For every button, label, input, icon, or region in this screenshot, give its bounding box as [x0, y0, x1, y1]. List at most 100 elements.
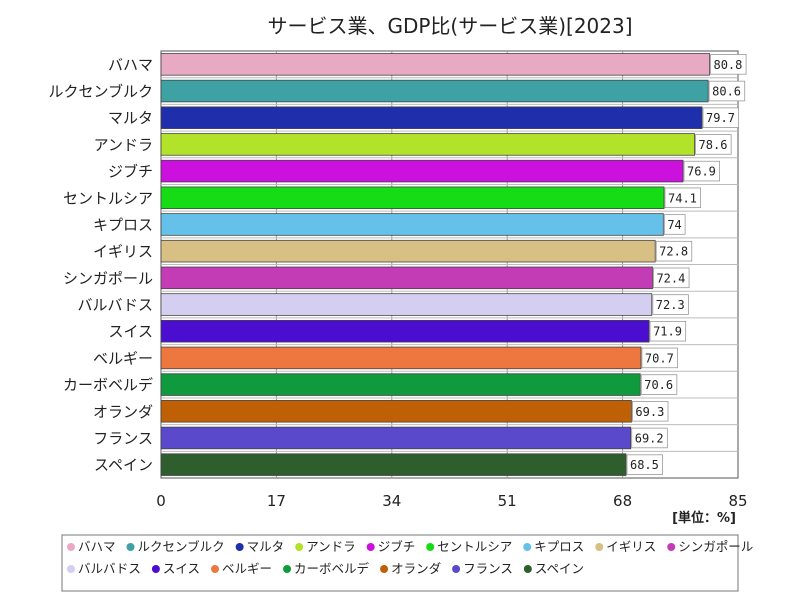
legend-label: マルタ	[247, 539, 285, 554]
value-label: 70.6	[644, 378, 673, 392]
value-label-box	[626, 454, 663, 475]
category-label: キプロス	[93, 216, 153, 234]
value-label-box	[631, 427, 668, 449]
value-label: 80.6	[712, 85, 741, 99]
unit-label: [単位：%]	[672, 510, 736, 526]
legend-marker	[426, 543, 435, 551]
legend-label: オランダ	[391, 561, 441, 576]
value-label: 74.1	[668, 191, 697, 205]
value-label: 71.9	[653, 325, 682, 339]
bar	[160, 346, 642, 370]
legend-label: バハマ	[78, 539, 116, 554]
legend-label: ルクセンブルク	[138, 539, 225, 554]
value-label: 69.3	[635, 405, 664, 419]
legend-label: カーボベルデ	[294, 561, 370, 576]
legend-label: ジブチ	[378, 539, 416, 554]
category-label: シンガポール	[63, 269, 153, 287]
value-label-box	[632, 401, 669, 422]
x-tick-label: 17	[267, 492, 286, 510]
value-label-box	[708, 80, 746, 102]
legend-label: セントルシア	[437, 539, 512, 554]
bar	[160, 319, 650, 343]
legend-label: キプロス	[534, 539, 584, 554]
bar	[160, 239, 656, 263]
value-label: 74	[667, 218, 681, 232]
category-label: バハマ	[108, 56, 153, 74]
category-label: バルバドス	[78, 296, 153, 314]
value-label: 68.5	[630, 458, 659, 472]
value-label: 72.3	[656, 298, 685, 312]
value-label-box	[683, 160, 721, 182]
value-label-box	[641, 347, 678, 369]
category-label: ルクセンブルク	[48, 83, 153, 101]
value-label: 70.7	[645, 351, 674, 365]
legend-label: スイス	[163, 561, 200, 576]
category-label: オランダ	[93, 403, 153, 421]
legend-marker	[523, 565, 532, 573]
legend-marker	[126, 543, 135, 551]
x-tick-labels: 0 17 34 51 68 85	[156, 492, 747, 510]
category-label: カーボベルデ	[63, 376, 153, 394]
legend-label: イギリス	[606, 539, 656, 554]
legend-label: シンガポール	[678, 539, 753, 554]
value-label: 78.6	[699, 138, 728, 152]
bar	[160, 453, 627, 476]
x-tick-label: 85	[728, 492, 747, 510]
value-label-box	[663, 214, 686, 235]
bar	[160, 186, 665, 210]
value-label-box	[710, 54, 747, 75]
value-label: 80.8	[713, 58, 742, 72]
category-label: ベルギー	[93, 349, 153, 367]
legend-label: フランス	[463, 561, 513, 576]
legend-marker	[380, 565, 389, 573]
legend-label: アンドラ	[306, 539, 356, 554]
bar	[160, 213, 664, 236]
category-label: フランス	[93, 429, 153, 447]
legend-marker	[667, 543, 676, 551]
value-label-box	[653, 267, 690, 289]
category-label: マルタ	[108, 109, 153, 127]
x-tick-label: 68	[613, 492, 632, 510]
bar	[160, 266, 653, 290]
value-label: 72.4	[656, 271, 685, 285]
legend-label: バルバドス	[78, 561, 141, 576]
legend-marker	[151, 565, 160, 573]
legend-marker	[366, 543, 375, 551]
bar	[160, 400, 632, 423]
category-label: スペイン	[94, 456, 153, 474]
value-label: 79.7	[706, 111, 735, 125]
bar	[160, 53, 710, 76]
x-tick-label: 0	[156, 492, 166, 510]
value-label: 72.8	[659, 245, 688, 259]
legend-marker	[523, 543, 532, 551]
value-label-box	[702, 107, 740, 128]
category-label: イギリス	[93, 243, 153, 261]
bars	[160, 53, 710, 476]
legend-marker	[235, 543, 244, 551]
legend-marker	[295, 543, 304, 551]
value-label-box	[664, 187, 702, 209]
value-label-box	[652, 294, 689, 315]
bar	[160, 133, 695, 156]
bar	[160, 106, 703, 129]
legend-marker	[283, 565, 292, 573]
value-label-box	[649, 320, 687, 342]
category-label: アンドラ	[94, 136, 153, 154]
legend-marker	[67, 565, 75, 573]
legend-label: スペイン	[535, 561, 584, 576]
value-label: 76.9	[687, 165, 716, 179]
legend-marker	[67, 543, 75, 551]
category-labels: バハマルクセンブルクマルタアンドラジブチセントルシアキプロスイギリスシンガポール…	[48, 56, 153, 474]
legend-box	[61, 534, 739, 592]
x-tick-label: 34	[382, 492, 401, 510]
value-label-box	[655, 240, 693, 262]
bar	[160, 293, 653, 316]
x-tick-label: 51	[498, 492, 517, 510]
category-label: セントルシア	[63, 189, 153, 207]
legend: バハマ ルクセンブルク マルタ アンドラ ジブチ セントルシア キプロス イギリス シンガポール…	[67, 539, 753, 576]
value-label: 69.2	[635, 431, 664, 445]
chart-title: サービス業、GDP比(サービス業)[2023]	[267, 14, 632, 38]
legend-marker	[452, 565, 461, 573]
bar	[160, 79, 709, 103]
